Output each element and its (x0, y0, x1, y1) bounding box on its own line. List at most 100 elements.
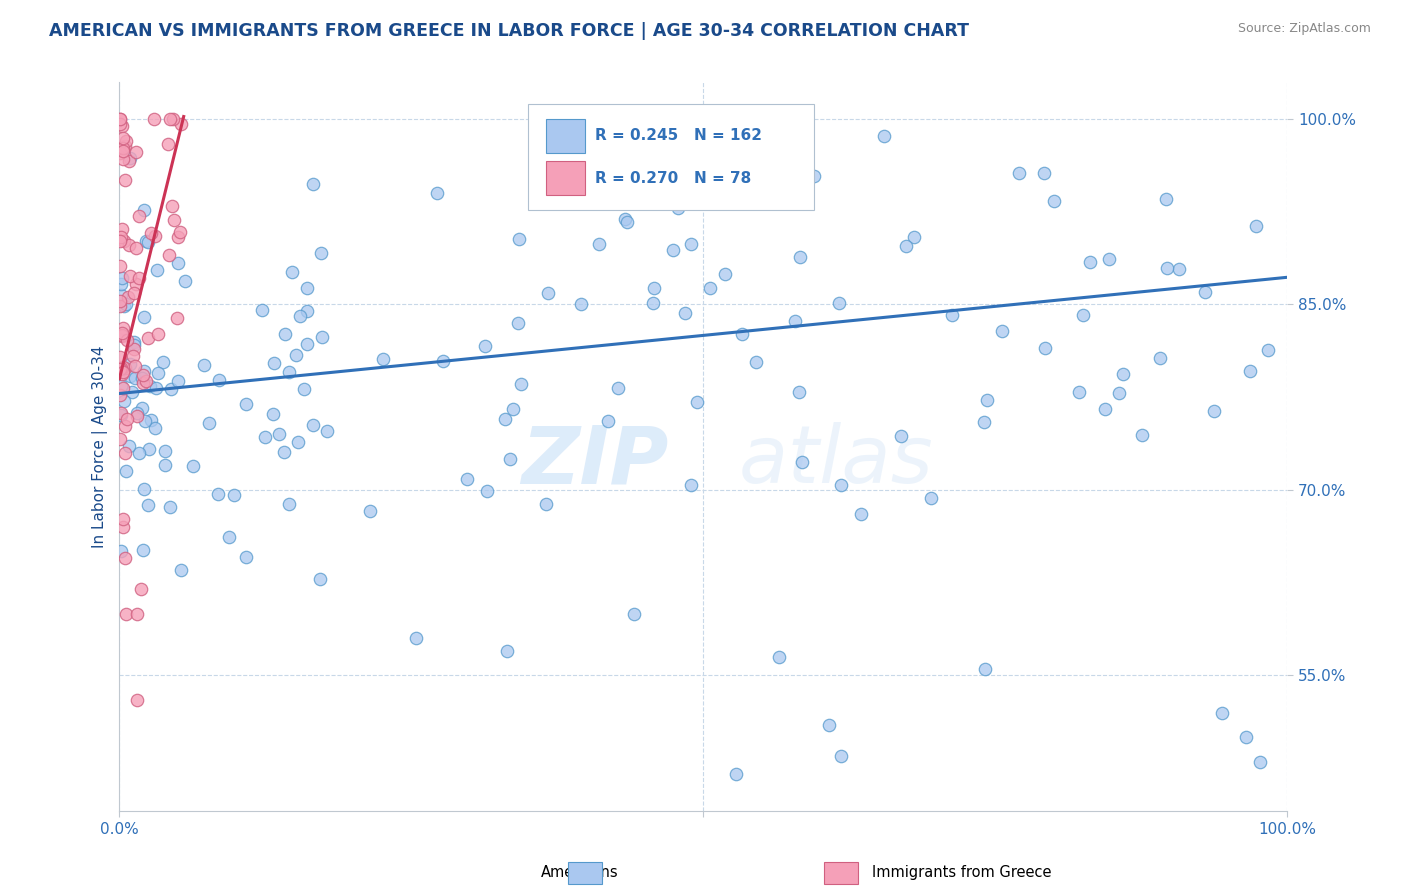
Point (1149, 351, 1171, 365)
Point (1108, 386, 1130, 401)
Point (278, 365, 301, 379)
Point (849, 507, 872, 521)
Text: Immigrants from Greece: Immigrants from Greece (872, 865, 1052, 880)
Point (118, 154, 141, 169)
Point (790, 455, 813, 469)
Point (828, 295, 851, 310)
Text: Source: ZipAtlas.com: Source: ZipAtlas.com (1237, 22, 1371, 36)
Point (111, 328, 134, 343)
Point (143, 228, 166, 243)
Point (128, 446, 150, 460)
Point (111, 321, 134, 335)
Point (124, 371, 146, 385)
Point (152, 355, 174, 369)
Point (134, 482, 156, 496)
Point (197, 416, 219, 430)
Point (115, 297, 138, 311)
Point (606, 381, 628, 395)
Point (273, 445, 295, 459)
Point (132, 364, 155, 378)
Point (534, 498, 557, 512)
Point (1167, 262, 1189, 277)
Point (1211, 706, 1233, 720)
Point (616, 214, 638, 228)
Point (122, 342, 145, 356)
Point (132, 368, 155, 382)
Point (114, 551, 136, 566)
Point (146, 263, 169, 277)
Point (499, 452, 522, 467)
Point (128, 271, 150, 285)
Point (496, 643, 519, 657)
Point (768, 649, 790, 664)
Point (125, 409, 148, 424)
Text: Americans: Americans (541, 865, 619, 880)
Point (112, 144, 135, 158)
Point (267, 427, 290, 442)
Point (118, 357, 141, 371)
Point (789, 250, 811, 264)
Point (263, 356, 285, 370)
Point (115, 607, 138, 621)
Point (115, 411, 138, 425)
Point (817, 718, 839, 732)
Point (1032, 166, 1054, 180)
Point (125, 406, 148, 420)
Point (284, 348, 307, 362)
Point (112, 234, 135, 248)
Point (1033, 342, 1056, 356)
Point (278, 498, 301, 512)
Point (125, 241, 148, 255)
Text: ZIP: ZIP (522, 422, 668, 500)
Point (613, 212, 636, 227)
Point (641, 296, 664, 310)
Point (193, 358, 215, 372)
Point (315, 424, 337, 438)
Point (405, 632, 427, 646)
Point (111, 326, 134, 341)
Point (1154, 192, 1177, 206)
Point (134, 414, 156, 428)
Point (110, 277, 132, 292)
Point (302, 177, 325, 191)
Point (110, 145, 132, 160)
Point (125, 145, 148, 159)
Point (588, 236, 610, 251)
Point (292, 382, 315, 396)
Point (121, 384, 143, 399)
Point (108, 117, 131, 131)
Point (432, 353, 454, 368)
Point (302, 418, 325, 433)
Point (666, 201, 689, 215)
Point (494, 412, 516, 426)
Point (830, 477, 852, 491)
Point (359, 503, 381, 517)
Point (731, 327, 754, 342)
Point (1244, 219, 1267, 233)
Point (1098, 252, 1121, 266)
Point (108, 299, 131, 313)
Point (537, 286, 560, 301)
Point (169, 117, 191, 131)
Point (135, 374, 157, 388)
Point (114, 134, 136, 148)
Point (156, 137, 179, 152)
Point (699, 281, 721, 295)
Point (111, 131, 134, 145)
Point (129, 582, 152, 596)
Point (941, 308, 963, 322)
Point (131, 370, 153, 384)
Point (136, 235, 159, 249)
Point (148, 326, 170, 341)
Point (118, 151, 141, 165)
Point (169, 225, 191, 239)
Point (153, 458, 176, 473)
Point (235, 549, 257, 564)
Point (309, 246, 332, 260)
Point (124, 277, 146, 291)
Point (108, 388, 131, 402)
Point (1008, 166, 1031, 180)
Point (134, 202, 156, 217)
Point (1234, 731, 1257, 745)
Point (166, 255, 188, 269)
